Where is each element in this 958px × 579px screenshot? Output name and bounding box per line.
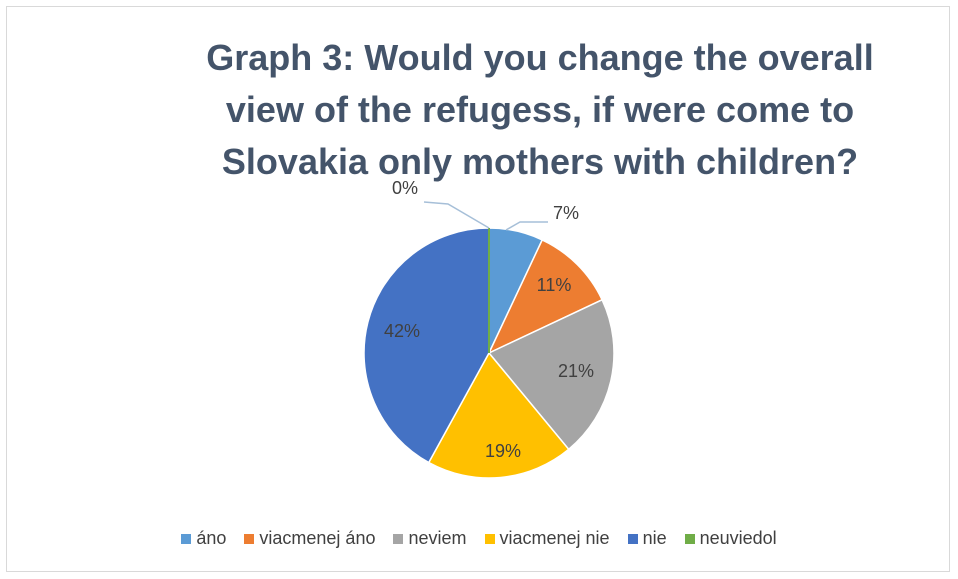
data-label: 0% [392,178,418,198]
legend-label: neviem [408,528,467,548]
chart-title-line: Slovakia only mothers with children? [221,141,859,182]
pie-slice-1 [487,238,604,355]
legend-label: viacmenej nie [499,528,610,548]
legend-swatch [244,533,255,544]
legend-item: viacmenej nie [484,528,610,549]
chart-legend: áno viacmenej áno neviem viacmenej nie nie ne… [0,528,958,549]
pie-slice-3 [427,351,570,479]
chart-title-line: view of the refugess, if were come to [225,89,855,130]
legend-item: neuviedol [684,528,777,549]
legend-label: neuviedol [699,528,777,548]
data-label: 42% [384,321,420,341]
data-label: 7% [553,203,579,223]
data-label: 21% [558,361,594,381]
legend-swatch [484,533,495,544]
chart-title: Graph 3: Would you change the overall vi… [140,32,940,188]
legend-item: viacmenej áno [244,528,375,549]
legend-item: neviem [393,528,467,549]
legend-swatch [181,533,192,544]
legend-swatch [393,533,404,544]
legend-label: nie [642,528,667,548]
legend-swatch [684,533,695,544]
data-label: 19% [485,441,521,461]
pie-slice-2 [487,298,615,451]
legend-label: áno [196,528,227,548]
legend-item: áno [181,528,226,549]
leader-line [423,201,490,229]
legend-label: viacmenej áno [259,528,376,548]
legend-swatch [627,533,638,544]
leader-line [505,221,548,231]
legend-item: nie [627,528,667,549]
data-label: 11% [537,275,572,295]
pie-slice-4 [363,227,490,464]
chart-title-line: Graph 3: Would you change the overall [206,37,874,78]
